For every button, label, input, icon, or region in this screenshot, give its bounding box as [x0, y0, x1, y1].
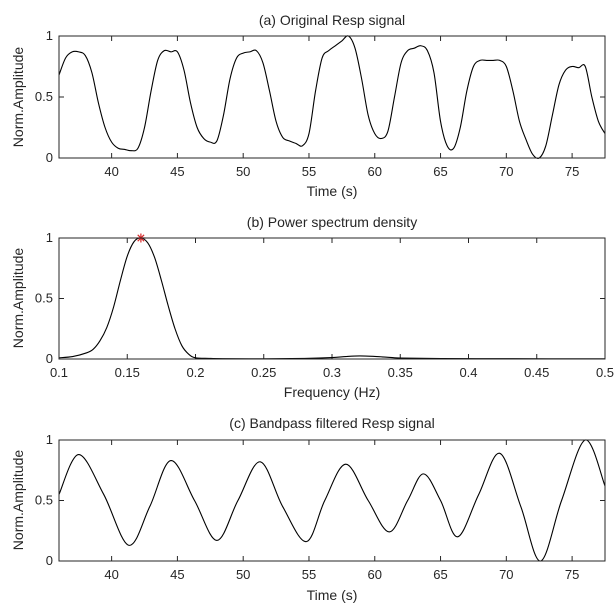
panel-c-series-line [58, 439, 606, 562]
panel-b-x-axis-label: Frequency (Hz) [284, 384, 380, 400]
panel-a-y-tick-label: 0.5 [35, 89, 53, 104]
panel-b-y-tick-label: 0 [46, 351, 53, 366]
panel-b-y-axis-label: Norm.Amplitude [10, 248, 26, 349]
panel-a-axes [58, 35, 606, 159]
panel-c-x-tick-label: 70 [499, 567, 513, 582]
panel-a: (a) Original Resp signal 40 45 50 55 60 65 70 7… [10, 12, 606, 199]
panel-a-title: (a) Original Resp signal [259, 12, 405, 28]
panel-a-x-tick-label: 75 [565, 164, 579, 179]
panel-c-x-tick-label: 55 [302, 567, 316, 582]
panel-a-series-line [58, 35, 606, 160]
panel-c-y-tick-label: 0 [46, 553, 53, 568]
panel-a-x-tick-label: 65 [433, 164, 447, 179]
panel-b-title: (b) Power spectrum density [247, 214, 417, 230]
panel-c-y-tick-label: 1 [46, 432, 53, 447]
panel-a-x-axis-label: Time (s) [307, 183, 358, 199]
panel-c-x-tick-label: 45 [170, 567, 184, 582]
panel-c-y-tick-label: 0.5 [35, 493, 53, 508]
panel-b: (b) Power spectrum density 0.1 0.15 0.2 0.2… [10, 214, 614, 400]
panel-b-x-tick-label: 0.35 [388, 365, 413, 380]
panel-b-x-tick-label: 0.1 [50, 365, 68, 380]
panel-c-x-tick-label: 60 [368, 567, 382, 582]
panel-b-x-tick-label: 0.4 [459, 365, 477, 380]
panel-a-y-tick-label: 0 [46, 150, 53, 165]
panel-b-x-tick-label: 0.25 [251, 365, 276, 380]
panel-c-x-tick-label: 50 [236, 567, 250, 582]
panel-a-x-tick-label: 50 [236, 164, 250, 179]
panel-c-x-axis-label: Time (s) [307, 587, 358, 603]
panel-c-title: (c) Bandpass filtered Resp signal [229, 415, 434, 431]
panel-b-x-tick-label: 0.3 [323, 365, 341, 380]
panel-a-y-tick-label: 1 [46, 28, 53, 43]
panel-a-y-axis-label: Norm.Amplitude [10, 47, 26, 148]
panel-b-x-ticks: 0.1 0.15 0.2 0.25 0.3 0.35 0.4 0.45 0.5 [50, 238, 614, 380]
panel-c-axes [58, 439, 606, 562]
panel-c: (c) Bandpass filtered Resp signal 40 45 50… [10, 415, 606, 603]
panel-a-x-tick-label: 60 [368, 164, 382, 179]
panel-c-x-tick-label: 65 [433, 567, 447, 582]
panel-a-x-tick-label: 45 [170, 164, 184, 179]
panel-b-x-tick-label: 0.2 [186, 365, 204, 380]
panel-a-x-ticks: 40 45 50 55 60 65 70 75 [104, 36, 579, 179]
panel-b-y-tick-label: 0.5 [35, 291, 53, 306]
panel-b-x-tick-label: 0.15 [115, 365, 140, 380]
panel-a-x-tick-label: 70 [499, 164, 513, 179]
panel-c-x-tick-label: 75 [565, 567, 579, 582]
panel-c-x-tick-label: 40 [104, 567, 118, 582]
panel-b-series-line [58, 237, 606, 360]
panel-a-x-tick-label: 40 [104, 164, 118, 179]
panel-b-axes [58, 237, 606, 360]
panel-b-x-tick-label: 0.5 [596, 365, 614, 380]
panel-c-x-ticks: 40 45 50 55 60 65 70 75 [104, 440, 579, 582]
panel-c-y-axis-label: Norm.Amplitude [10, 450, 26, 551]
panel-b-x-tick-label: 0.45 [524, 365, 549, 380]
panel-b-y-tick-label: 1 [46, 230, 53, 245]
panel-a-x-tick-label: 55 [302, 164, 316, 179]
